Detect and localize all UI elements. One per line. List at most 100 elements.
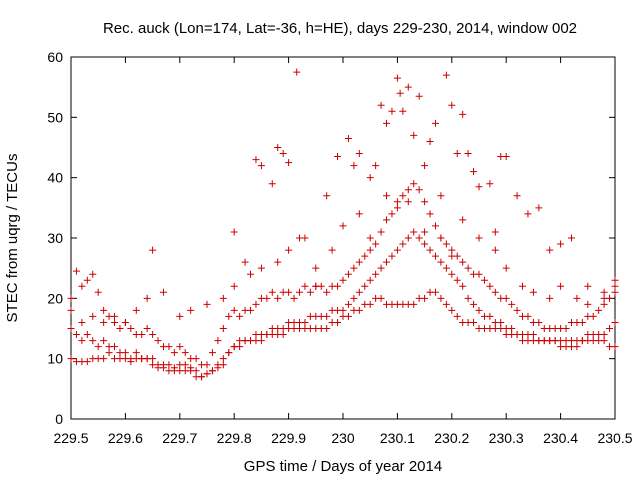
x-tick-label: 229.5 bbox=[53, 430, 88, 446]
data-point bbox=[165, 361, 173, 369]
y-tick-label: 10 bbox=[47, 351, 63, 367]
data-point bbox=[132, 306, 140, 314]
data-point bbox=[448, 270, 456, 278]
data-point bbox=[459, 216, 467, 224]
data-point bbox=[279, 150, 287, 158]
data-point bbox=[480, 276, 488, 284]
data-point bbox=[459, 110, 467, 118]
data-point bbox=[383, 119, 391, 127]
data-point bbox=[203, 361, 211, 369]
data-point bbox=[459, 282, 467, 290]
data-point bbox=[491, 228, 499, 236]
data-point bbox=[600, 294, 608, 302]
data-point bbox=[396, 89, 404, 97]
data-point bbox=[519, 282, 527, 290]
data-point bbox=[366, 276, 374, 284]
data-point bbox=[170, 349, 178, 357]
data-point bbox=[470, 300, 478, 308]
data-point bbox=[344, 270, 352, 278]
data-point bbox=[513, 331, 521, 339]
data-point bbox=[393, 198, 401, 206]
data-point bbox=[421, 228, 429, 236]
data-point bbox=[100, 355, 108, 363]
data-point bbox=[404, 83, 412, 91]
data-point bbox=[491, 246, 499, 254]
data-point bbox=[181, 361, 189, 369]
data-point bbox=[567, 234, 575, 242]
data-point bbox=[247, 306, 255, 314]
data-point bbox=[475, 234, 483, 242]
data-point bbox=[127, 358, 135, 366]
data-point bbox=[508, 325, 516, 332]
data-point bbox=[404, 198, 412, 206]
data-point bbox=[464, 150, 472, 158]
data-point bbox=[486, 282, 494, 290]
x-tick-label: 229.6 bbox=[108, 430, 143, 446]
data-point bbox=[312, 282, 320, 290]
data-point bbox=[546, 246, 554, 254]
data-point bbox=[524, 312, 532, 320]
data-point bbox=[72, 331, 80, 339]
data-point bbox=[595, 306, 603, 314]
data-point bbox=[285, 159, 293, 167]
data-point bbox=[535, 204, 543, 212]
data-point bbox=[219, 294, 227, 302]
data-point bbox=[372, 240, 380, 248]
data-point bbox=[361, 252, 369, 260]
chart-title: Rec. auck (Lon=174, Lat=-36, h=HE), days… bbox=[103, 20, 577, 37]
data-point bbox=[470, 318, 478, 326]
data-point bbox=[377, 294, 385, 302]
data-point bbox=[344, 134, 352, 142]
data-point bbox=[138, 331, 146, 339]
data-point bbox=[143, 355, 151, 363]
data-point bbox=[459, 258, 467, 266]
x-tick-label: 230.5 bbox=[597, 430, 632, 446]
y-tick-label: 30 bbox=[47, 230, 63, 246]
data-point bbox=[225, 312, 233, 320]
data-point bbox=[219, 325, 227, 332]
data-point bbox=[268, 180, 276, 188]
data-point bbox=[377, 264, 385, 272]
data-point bbox=[464, 264, 472, 272]
x-tick-label: 229.9 bbox=[271, 430, 306, 446]
data-point bbox=[410, 131, 418, 139]
data-point bbox=[274, 294, 282, 302]
data-point bbox=[176, 312, 184, 320]
y-tick-label: 20 bbox=[47, 290, 63, 306]
data-point bbox=[431, 119, 439, 127]
data-point bbox=[502, 294, 510, 302]
data-point bbox=[546, 294, 554, 302]
data-point bbox=[415, 234, 423, 242]
data-point bbox=[464, 294, 472, 302]
data-point bbox=[290, 294, 298, 302]
data-point bbox=[72, 267, 80, 275]
data-point bbox=[366, 234, 374, 242]
y-tick-label: 0 bbox=[55, 411, 63, 427]
data-point bbox=[404, 186, 412, 194]
data-point bbox=[89, 270, 97, 278]
data-point bbox=[361, 282, 369, 290]
data-point bbox=[334, 318, 342, 326]
data-point bbox=[301, 282, 309, 290]
data-point bbox=[502, 264, 510, 272]
data-point bbox=[410, 180, 418, 188]
data-point bbox=[334, 282, 342, 290]
data-point bbox=[366, 174, 374, 182]
data-point bbox=[323, 192, 331, 200]
data-point bbox=[377, 101, 385, 109]
data-point bbox=[448, 306, 456, 314]
data-point bbox=[475, 183, 483, 191]
data-point bbox=[94, 288, 102, 296]
data-point bbox=[442, 264, 450, 272]
x-tick-label: 230 bbox=[331, 430, 355, 446]
data-point bbox=[121, 349, 129, 357]
data-point bbox=[529, 331, 537, 339]
data-point bbox=[497, 318, 505, 326]
data-point bbox=[491, 288, 499, 296]
data-point bbox=[453, 312, 461, 320]
data-point bbox=[431, 252, 439, 260]
data-point bbox=[83, 331, 91, 339]
data-point bbox=[203, 300, 211, 308]
data-point bbox=[393, 74, 401, 82]
data-point bbox=[600, 300, 608, 308]
